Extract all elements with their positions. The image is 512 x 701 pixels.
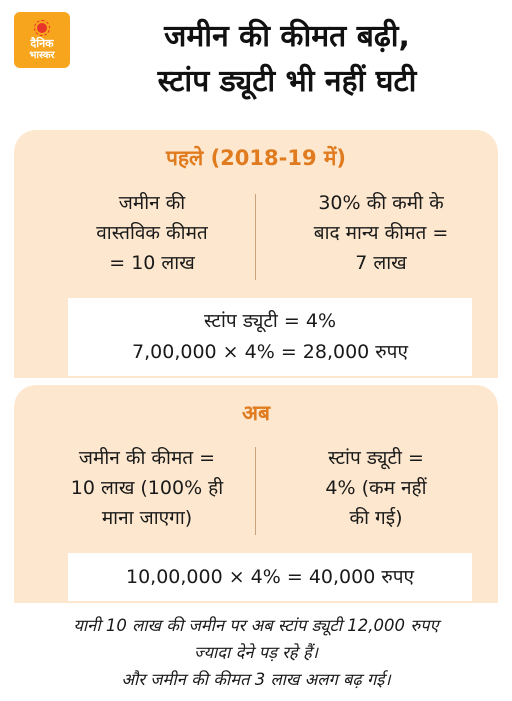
now-right-line3: की गई) <box>349 507 403 529</box>
footnote: यानी 10 लाख की जमीन पर अब स्टांप ड्यूटी … <box>14 612 498 693</box>
before-title: पहले (2018-19 में) <box>165 146 347 170</box>
now-calc-box: 10,00,000 × 4% = 40,000 रुपए <box>68 553 472 601</box>
before-right-text: 30% की कमी के बाद मान्य कीमत = 7 लाख <box>276 188 486 278</box>
before-calc-line1: स्टांप ड्यूटी = 4% <box>203 310 336 332</box>
footnote-line1: यानी 10 लाख की जमीन पर अब स्टांप ड्यूटी … <box>73 616 439 635</box>
now-right-line2: 4% (कम नहीं <box>325 477 427 499</box>
now-left-text: जमीन की कीमत = 10 लाख (100% ही माना जाएग… <box>42 443 252 533</box>
footnote-line3: और जमीन की कीमत 3 लाख अलग बढ़ गई। <box>121 670 391 689</box>
footnote-line2: ज्यादा देने पड़ रहे हैं। <box>194 643 318 662</box>
sun-icon <box>34 19 50 36</box>
now-title: अब <box>241 401 271 425</box>
headline-line1: जमीन की कीमत बढ़ी, <box>164 19 410 54</box>
logo-text-line2: भास्कर <box>29 49 55 61</box>
before-panel: पहले (2018-19 में) जमीन की वास्तविक कीमत… <box>14 130 498 378</box>
now-left-line2: 10 लाख (100% ही <box>70 477 224 499</box>
now-panel: अब जमीन की कीमत = 10 लाख (100% ही माना ज… <box>14 385 498 603</box>
before-left-line3: = 10 लाख <box>109 252 195 274</box>
column-divider <box>255 194 256 280</box>
before-left-line1: जमीन की <box>118 192 186 214</box>
before-left-text: जमीन की वास्तविक कीमत = 10 लाख <box>52 188 252 278</box>
before-calc-box: स्टांप ड्यूटी = 4% 7,00,000 × 4% = 28,00… <box>68 298 472 376</box>
before-calc-line2: 7,00,000 × 4% = 28,000 रुपए <box>132 341 408 363</box>
before-right-line2: बाद मान्य कीमत = <box>313 222 449 244</box>
now-left-line3: माना जाएगा) <box>101 507 193 529</box>
column-divider <box>255 447 256 535</box>
brand-logo: दैनिक भास्कर <box>14 12 70 68</box>
now-right-text: स्टांप ड्यूटी = 4% (कम नहीं की गई) <box>276 443 476 533</box>
before-right-line3: 7 लाख <box>355 252 407 274</box>
before-right-line1: 30% की कमी के <box>318 192 444 214</box>
headline: जमीन की कीमत बढ़ी, स्टांप ड्यूटी भी नहीं… <box>82 14 492 104</box>
now-calc-line1: 10,00,000 × 4% = 40,000 रुपए <box>125 565 415 588</box>
now-left-line1: जमीन की कीमत = <box>78 447 216 469</box>
logo-text-line1: दैनिक <box>30 36 54 50</box>
before-left-line2: वास्तविक कीमत <box>96 222 208 244</box>
now-right-line1: स्टांप ड्यूटी = <box>328 447 424 469</box>
headline-line2: स्टांप ड्यूटी भी नहीं घटी <box>157 64 417 99</box>
